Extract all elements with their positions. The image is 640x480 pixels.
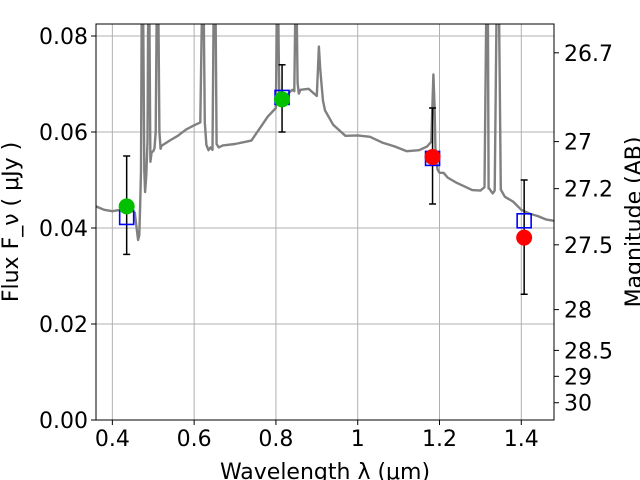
observed-flux-marker: [425, 149, 441, 165]
x-tick-label: 1: [351, 427, 365, 452]
right-tick-label: 27: [564, 131, 592, 156]
right-tick-label: 27.2: [564, 178, 613, 203]
observed-flux-marker: [516, 230, 532, 246]
y-tick-label: 0.04: [39, 217, 88, 242]
y-axis-title: Flux F_ν ( μJy ): [0, 142, 24, 302]
y-tick-label: 0.08: [39, 25, 88, 50]
x-tick-label: 0.8: [258, 427, 293, 452]
right-tick-label: 28.5: [564, 339, 613, 364]
chart: 0.4 0.6 0.8 1 1.2 1.4 0.00 0.02 0.04 0.06 0.08 26.7…: [0, 0, 640, 480]
x-tick-label: 1.4: [504, 427, 539, 452]
right-tick-label: 29: [564, 365, 592, 390]
right-tick-label: 30: [564, 392, 592, 417]
observed-flux-marker: [274, 91, 290, 107]
observed-flux-marker: [119, 198, 135, 214]
y-tick-label: 0.02: [39, 313, 88, 338]
x-tick-label: 1.2: [422, 427, 457, 452]
right-tick-label: 26.7: [564, 42, 613, 67]
x-axis-title: Wavelength λ (μm): [220, 460, 430, 480]
right-tick-label: 27.5: [564, 234, 613, 259]
y-tick-label: 0.00: [39, 409, 88, 434]
right-tick-label: 28: [564, 299, 592, 324]
photometry-series: [119, 65, 532, 294]
x-tick-label: 0.4: [95, 427, 130, 452]
y-tick-label: 0.06: [39, 121, 88, 146]
right-axis-title: Magnitude (AB): [622, 137, 640, 308]
x-tick-label: 0.6: [177, 427, 212, 452]
